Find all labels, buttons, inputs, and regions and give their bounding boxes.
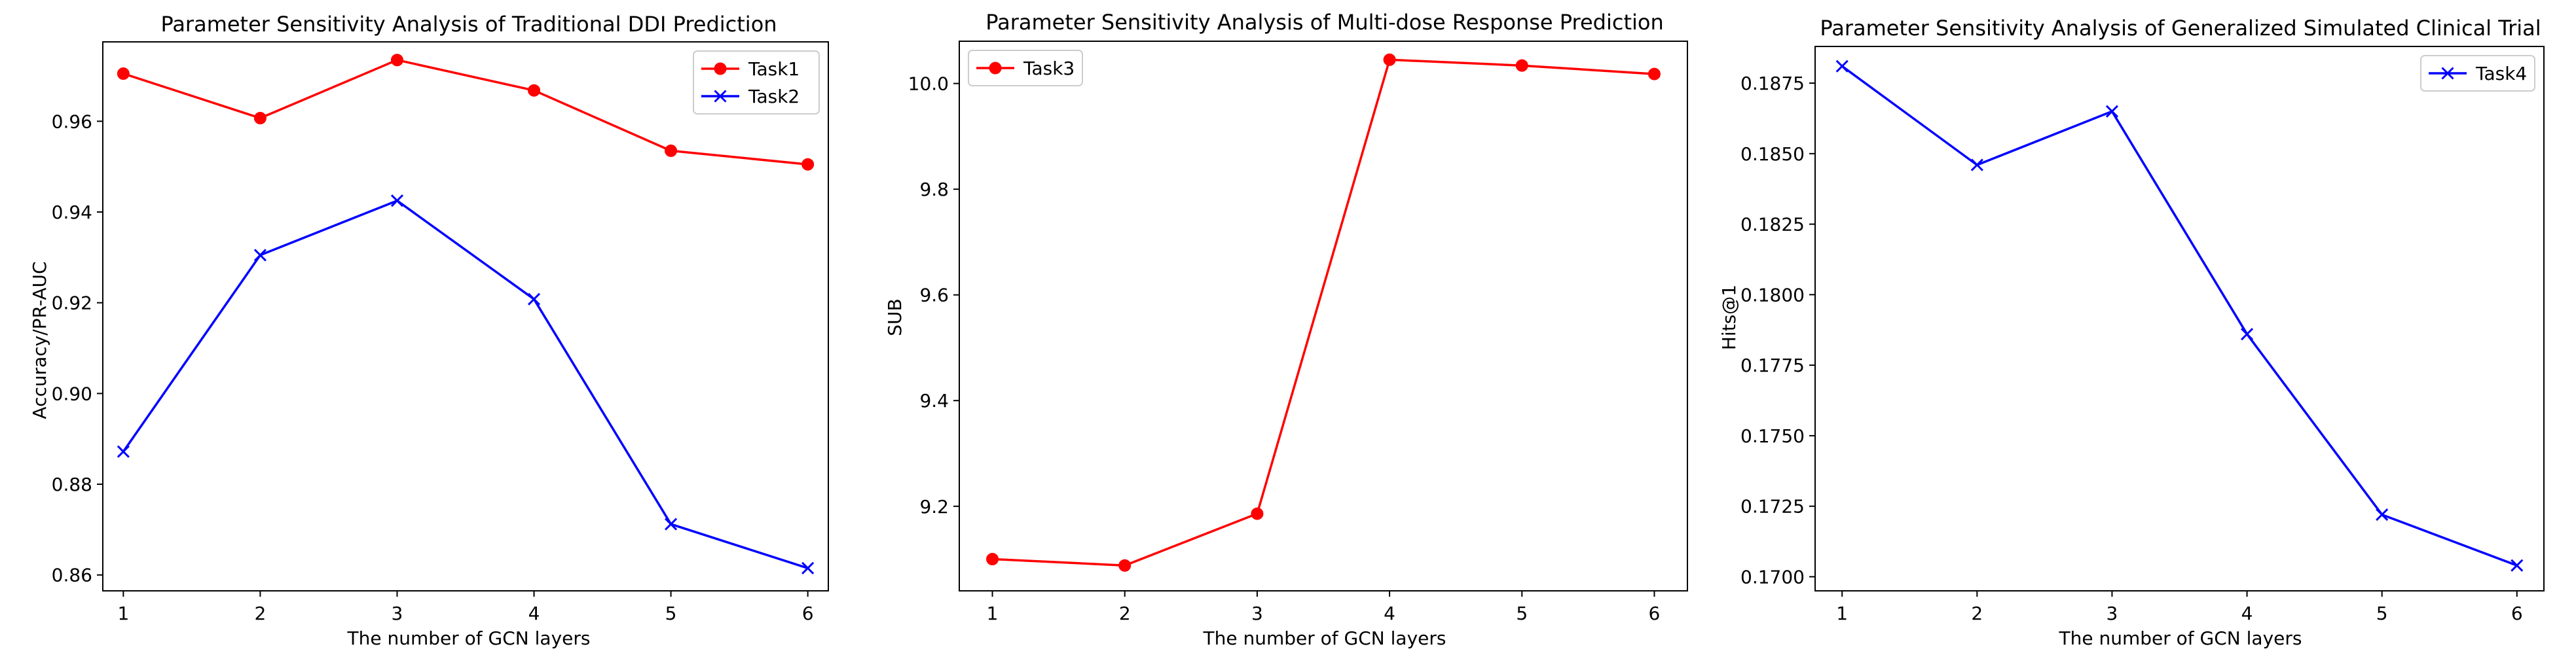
y-tick-label: 0.1725 bbox=[1740, 496, 1805, 518]
legend-marker bbox=[714, 90, 727, 103]
legend-box bbox=[2420, 55, 2535, 92]
y-tick-label: 9.2 bbox=[919, 496, 949, 518]
legend: Task4 bbox=[2420, 55, 2535, 92]
legend-label: Task2 bbox=[748, 86, 800, 107]
legend-label: Task4 bbox=[2475, 63, 2527, 84]
chart-panel-multidose: Parameter Sensitivity Analysis of Multi-… bbox=[884, 10, 1688, 649]
data-point-task2 bbox=[801, 561, 815, 574]
y-tick-label: 0.86 bbox=[52, 565, 92, 586]
series-line-task4 bbox=[1841, 65, 2518, 567]
legend-label: Task3 bbox=[1023, 58, 1075, 79]
axes-frame bbox=[1814, 46, 2545, 591]
data-point-task3 bbox=[1383, 53, 1396, 66]
x-tick-label: 2 bbox=[1119, 603, 1131, 624]
data-point-task2 bbox=[665, 518, 678, 531]
x-tick-label: 1 bbox=[1836, 603, 1848, 624]
data-point-task2 bbox=[527, 292, 541, 306]
data-point-task2 bbox=[390, 194, 404, 207]
y-tick-label: 9.8 bbox=[919, 179, 949, 200]
y-tick-label: 0.88 bbox=[52, 474, 92, 495]
legend: Task3 bbox=[968, 50, 1083, 86]
y-tick-label: 0.1800 bbox=[1740, 284, 1805, 306]
y-tick-label: 0.92 bbox=[52, 292, 92, 314]
series-line-task2 bbox=[122, 199, 809, 569]
y-tick-label: 0.96 bbox=[52, 111, 92, 132]
data-point-task4 bbox=[2240, 328, 2254, 341]
legend-marker bbox=[989, 62, 1002, 75]
data-point-task3 bbox=[1118, 559, 1132, 572]
data-point-task4 bbox=[2511, 559, 2524, 572]
x-tick-label: 3 bbox=[392, 603, 403, 624]
x-tick-label: 5 bbox=[2376, 603, 2388, 624]
y-tick-label: 0.1875 bbox=[1740, 73, 1805, 94]
legend: Task1 Task2 bbox=[693, 50, 820, 115]
x-tick-label: 3 bbox=[2107, 603, 2118, 624]
data-point-task3 bbox=[986, 553, 999, 566]
data-point-task2 bbox=[117, 445, 130, 458]
y-axis-label: Accuracy/PR-AUC bbox=[29, 261, 50, 419]
data-point-task3 bbox=[1515, 59, 1528, 72]
data-point-task1 bbox=[801, 158, 815, 171]
x-axis-label: The number of GCN layers bbox=[2059, 627, 2302, 649]
x-tick-label: 4 bbox=[1384, 603, 1395, 624]
data-point-task1 bbox=[390, 54, 403, 67]
y-tick-label: 9.4 bbox=[919, 390, 949, 412]
legend-marker bbox=[714, 62, 727, 75]
data-point-task3 bbox=[1251, 507, 1264, 520]
x-tick-label: 5 bbox=[1516, 603, 1528, 624]
y-tick-label: 0.1825 bbox=[1740, 214, 1805, 236]
x-tick-label: 6 bbox=[1649, 603, 1661, 624]
data-point-task4 bbox=[1835, 60, 1849, 73]
data-point-task4 bbox=[2376, 508, 2389, 521]
y-tick-label: 0.1850 bbox=[1740, 143, 1805, 165]
axes-frame bbox=[959, 41, 1688, 591]
data-point-task4 bbox=[2105, 105, 2119, 118]
x-axis-label: The number of GCN layers bbox=[347, 627, 591, 649]
axes-frame bbox=[102, 41, 829, 591]
chart-title: Parameter Sensitivity Analysis of Tradit… bbox=[160, 12, 777, 37]
y-tick-label: 9.6 bbox=[919, 285, 949, 306]
y-tick-label: 0.90 bbox=[52, 383, 92, 404]
y-tick-label: 0.1775 bbox=[1740, 355, 1805, 376]
x-tick-label: 2 bbox=[255, 603, 267, 624]
x-axis-label: The number of GCN layers bbox=[1203, 627, 1446, 649]
x-tick-label: 4 bbox=[528, 603, 540, 624]
y-axis-label: Hits@1 bbox=[1718, 285, 1740, 350]
data-point-task1 bbox=[665, 144, 678, 157]
chart-title: Parameter Sensitivity Analysis of Genera… bbox=[1820, 16, 2541, 41]
x-tick-label: 4 bbox=[2241, 603, 2253, 624]
legend-marker bbox=[2441, 67, 2454, 80]
chart-panel-clinical-trial: Parameter Sensitivity Analysis of Genera… bbox=[1718, 16, 2545, 649]
x-tick-label: 6 bbox=[2511, 603, 2523, 624]
x-tick-label: 1 bbox=[117, 603, 129, 624]
y-axis-label: SUB bbox=[884, 298, 906, 336]
legend-label: Task1 bbox=[748, 58, 800, 80]
chart-title: Parameter Sensitivity Analysis of Multi-… bbox=[985, 10, 1663, 35]
y-tick-label: 10.0 bbox=[908, 73, 949, 95]
y-tick-label: 0.1700 bbox=[1740, 566, 1805, 588]
chart-panel-ddi: Parameter Sensitivity Analysis of Tradit… bbox=[29, 12, 829, 649]
x-tick-label: 1 bbox=[987, 603, 999, 624]
data-point-task1 bbox=[117, 67, 130, 80]
data-point-task3 bbox=[1647, 67, 1661, 80]
data-point-task2 bbox=[253, 249, 267, 262]
data-point-task4 bbox=[1970, 158, 1983, 171]
legend-box bbox=[968, 50, 1083, 86]
data-point-task1 bbox=[253, 111, 267, 124]
x-tick-label: 3 bbox=[1251, 603, 1263, 624]
y-tick-label: 0.94 bbox=[52, 202, 92, 223]
data-point-task1 bbox=[528, 84, 541, 97]
series-line-task1 bbox=[122, 58, 808, 166]
x-tick-label: 2 bbox=[1971, 603, 1983, 624]
series-line-task3 bbox=[992, 58, 1655, 567]
x-tick-label: 5 bbox=[665, 603, 677, 624]
y-tick-label: 0.1750 bbox=[1740, 425, 1805, 447]
x-tick-label: 6 bbox=[802, 603, 814, 624]
